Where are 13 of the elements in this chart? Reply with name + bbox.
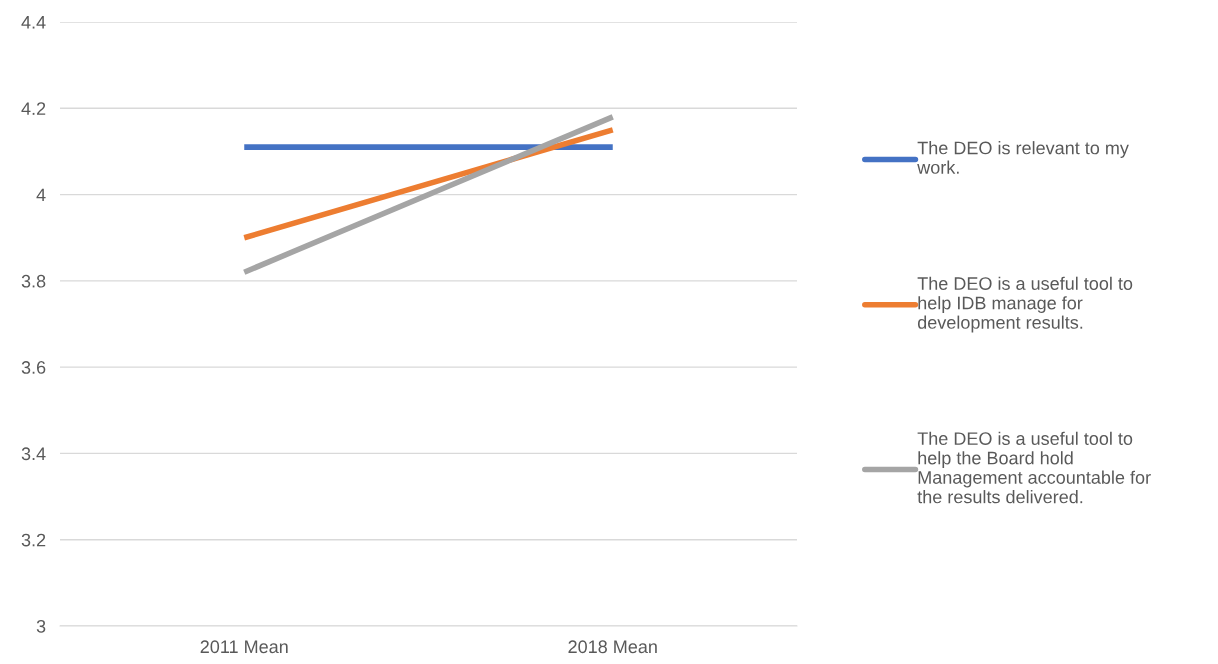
y-tick-label: 4.4 bbox=[21, 16, 46, 29]
x-tick-label: 2011 Mean bbox=[200, 640, 288, 654]
y-tick-label: 4 bbox=[36, 188, 46, 202]
y-tick-label: 3.6 bbox=[21, 361, 46, 374]
x-tick-label: 2018 Mean bbox=[568, 640, 657, 654]
y-tick-label: 3.8 bbox=[21, 274, 46, 288]
legend-label: The DEO is a useful tool to help IDB manage for development results. bbox=[917, 276, 1133, 333]
legend-label: The DEO is a useful tool to help the Board hold Management accountable for the results delivered. bbox=[917, 431, 1151, 504]
y-tick-label: 3 bbox=[36, 619, 46, 633]
legend-label: The DEO is relevant to my work. bbox=[917, 141, 1129, 174]
y-tick-label: 3.4 bbox=[21, 447, 46, 461]
y-tick-label: 4.2 bbox=[21, 102, 46, 115]
y-tick-label: 3.2 bbox=[21, 533, 46, 547]
